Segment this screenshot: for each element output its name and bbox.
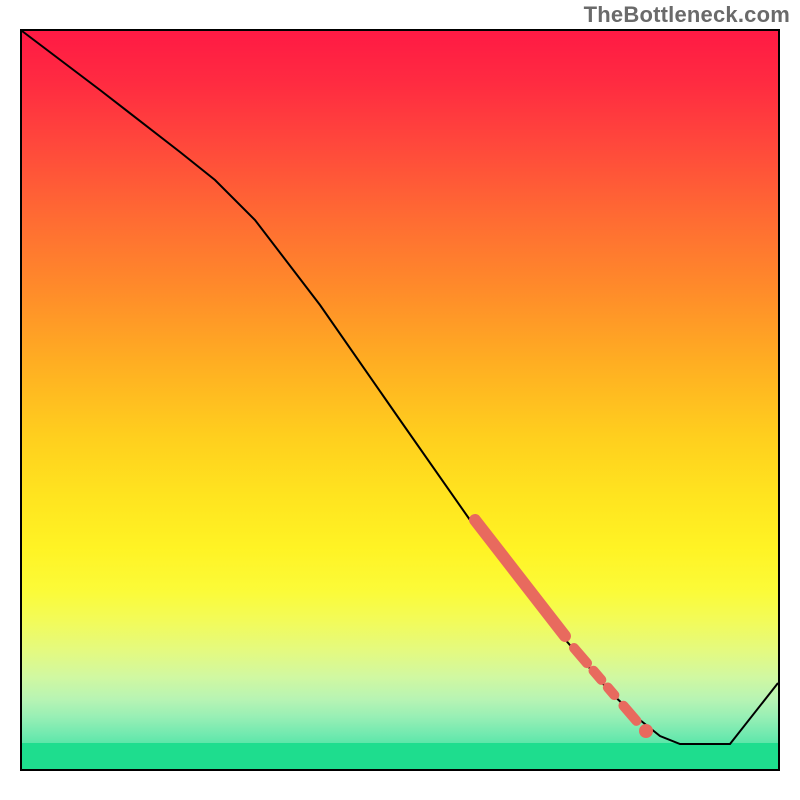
watermark-text: TheBottleneck.com xyxy=(584,2,790,28)
green-bottom-band xyxy=(22,743,778,769)
highlight-bottom-dot xyxy=(639,724,653,738)
chart-svg xyxy=(0,0,800,800)
gradient-background xyxy=(22,31,778,769)
chart-container: { "watermark": { "text": "TheBottleneck.… xyxy=(0,0,800,800)
